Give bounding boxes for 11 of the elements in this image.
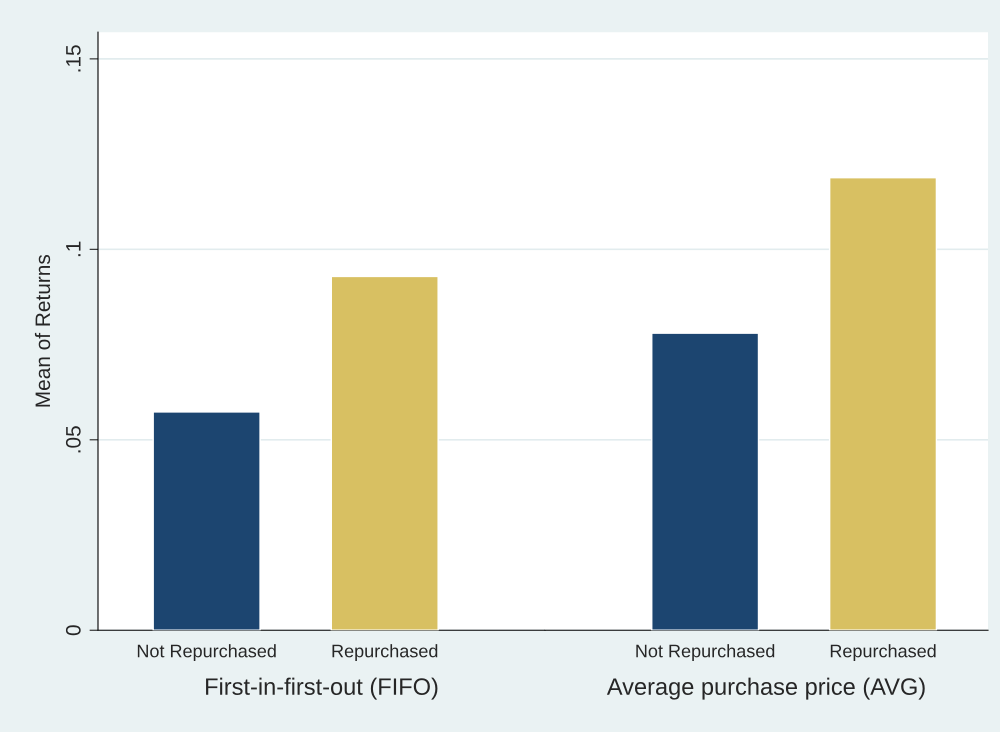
x-tick-label: Not Repurchased: [636, 644, 774, 661]
x-tick-label: Not Repurchased: [138, 644, 276, 661]
x-axis-title: First-in-first-out (FIFO): [206, 678, 438, 700]
x-axis-title: Average purchase price (AVG): [606, 678, 925, 700]
y-tick-label: .1: [66, 242, 80, 256]
x-tick-label: Repurchased: [830, 644, 936, 661]
y-axis-title: Mean of Returns: [34, 254, 50, 407]
y-tick-label: .15: [66, 45, 81, 72]
y-tick-label: 0: [66, 625, 81, 636]
x-tick-label: Repurchased: [332, 644, 438, 661]
y-tick-label: .05: [66, 426, 81, 452]
